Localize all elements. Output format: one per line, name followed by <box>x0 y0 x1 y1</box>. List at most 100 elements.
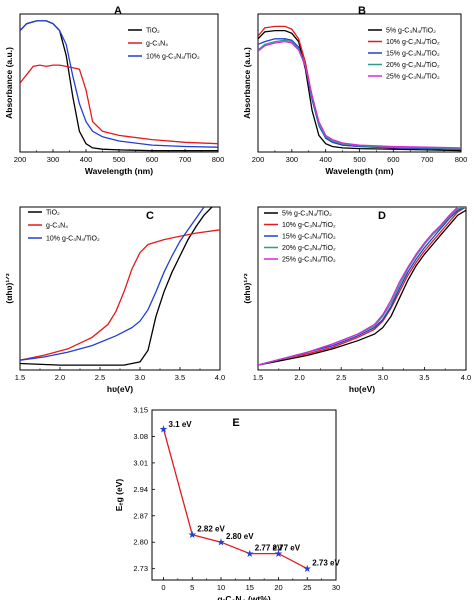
x-tick-label: 500 <box>353 155 366 164</box>
x-tick-label: 2.0 <box>55 373 65 382</box>
x-tick-label: 700 <box>179 155 192 164</box>
panel-letter: A <box>114 5 122 17</box>
series-line <box>162 428 308 570</box>
plot-frame <box>19 206 221 371</box>
legend-label: TiO₂ <box>146 28 160 35</box>
data-label: 2.82 eV <box>197 525 225 534</box>
x-tick-label: 2.5 <box>336 373 346 382</box>
x-axis-label: hʋ(eV) <box>107 384 133 394</box>
x-axis-label: hʋ(eV) <box>349 384 375 394</box>
legend-label: 10% g-C₃N₄/TiO₂ <box>46 236 100 243</box>
legend-label: 25% g-C₃N₄/TiO₂ <box>282 257 336 264</box>
y-tick-label: 2.94 <box>133 485 148 494</box>
y-tick-label: 3.15 <box>133 406 148 415</box>
data-label: 2.77 eV <box>255 544 283 553</box>
chart-panel-d: 1.5 2.0 2.5 3.0 3.5 4.0 hʋ(eV) (αhʋ)¹ᐟ² D 5% g-C₃… <box>242 206 471 394</box>
x-tick-label: 200 <box>14 155 27 164</box>
series-line <box>258 209 466 366</box>
series-line <box>258 207 466 366</box>
x-tick-label: 25 <box>303 583 311 592</box>
legend-label: g-C₃N₄ <box>46 223 68 230</box>
x-axis-label: g-C₃N₄ (wt%) <box>217 594 270 600</box>
series-line <box>20 64 218 145</box>
series-line <box>20 20 218 152</box>
x-tick-label: 3.0 <box>135 373 145 382</box>
x-tick-label: 800 <box>212 155 225 164</box>
x-tick-label: 0 <box>161 583 165 592</box>
legend-label: 5% g-C₃N₄/TiO₂ <box>386 28 436 35</box>
x-tick-label: 500 <box>113 155 126 164</box>
y-axis-label: (αhʋ)¹ᐟ² <box>242 273 252 303</box>
legend-label: 20% g-C₃N₄/TiO₂ <box>282 245 336 252</box>
data-point-marker: ★ <box>159 424 168 435</box>
x-tick-label: 10 <box>217 583 225 592</box>
data-label: 3.1 eV <box>169 420 193 429</box>
x-tick-label: 300 <box>47 155 60 164</box>
plot-frame <box>19 13 219 153</box>
data-point-marker: ★ <box>274 549 283 560</box>
panel-letter: B <box>358 5 366 17</box>
legend-label: 5% g-C₃N₄/TiO₂ <box>282 211 332 218</box>
y-axis-label: Eₑg (eV) <box>114 479 124 512</box>
x-tick-label: 1.5 <box>253 373 263 382</box>
x-tick-label: 400 <box>319 155 332 164</box>
y-tick-label: 2.87 <box>133 511 148 520</box>
x-tick-label: 30 <box>332 583 340 592</box>
series-line <box>20 207 213 366</box>
x-axis-label: Wavelength (nm) <box>85 166 153 176</box>
x-tick-label: 600 <box>387 155 400 164</box>
series-line <box>20 20 218 148</box>
series-line <box>20 207 205 361</box>
x-tick-label: 800 <box>455 155 468 164</box>
plot-frame <box>257 13 462 153</box>
y-tick-label: 3.01 <box>133 458 148 467</box>
data-point-marker: ★ <box>245 549 254 560</box>
y-axis-label: (αhʋ)¹ᐟ² <box>4 273 14 303</box>
data-point-marker: ★ <box>188 530 197 541</box>
data-label: 2.77 eV <box>273 544 301 553</box>
x-tick-label: 3.0 <box>378 373 388 382</box>
chart-panel-b: 200 300 400 500 600 700 800 Wavelength (nm) Abso… <box>242 5 467 176</box>
series-line <box>258 40 461 149</box>
x-tick-label: 5 <box>190 583 194 592</box>
data-point-marker: ★ <box>303 564 312 575</box>
x-tick-label: 700 <box>421 155 434 164</box>
legend-label: 15% g-C₃N₄/TiO₂ <box>282 234 336 241</box>
legend-label: 25% g-C₃N₄/TiO₂ <box>386 74 440 81</box>
y-tick-label: 2.80 <box>133 538 148 547</box>
data-label: 2.80 eV <box>226 532 254 541</box>
x-tick-label: 600 <box>146 155 159 164</box>
chart-panel-e: 0 5 10 15 20 25 30 2.73 2.80 2.87 2.94 3.01 3.08 3.15… <box>114 406 340 600</box>
x-tick-label: 400 <box>80 155 93 164</box>
x-tick-label: 4.0 <box>215 373 225 382</box>
series-line <box>258 207 466 366</box>
legend-label: 10% g-C₃N₄/TiO₂ <box>146 54 200 61</box>
y-tick-label: 2.73 <box>133 564 148 573</box>
x-tick-label: 3.5 <box>175 373 185 382</box>
chart-panel-a: 200 300 400 500 600 700 800 Wavelength (nm) Abso… <box>4 5 224 176</box>
series-line <box>20 229 220 361</box>
x-tick-label: 2.5 <box>95 373 105 382</box>
legend-label: 20% g-C₃N₄/TiO₂ <box>386 62 440 69</box>
plot-frame <box>151 409 337 581</box>
series-line <box>258 207 466 366</box>
x-tick-label: 20 <box>274 583 282 592</box>
data-label: 2.73 eV <box>312 559 340 568</box>
panel-letter: E <box>232 417 239 429</box>
chart-panel-c: 1.5 2.0 2.5 3.0 3.5 4.0 hʋ(eV) (αhʋ)¹ᐟ² C TiO₂ g-C… <box>4 206 225 394</box>
x-tick-label: 1.5 <box>15 373 25 382</box>
panel-letter: C <box>146 210 154 222</box>
legend-label: TiO₂ <box>46 210 60 217</box>
x-axis-label: Wavelength (nm) <box>325 166 393 176</box>
panel-letter: D <box>378 210 386 222</box>
x-tick-label: 15 <box>246 583 254 592</box>
x-tick-label: 3.5 <box>419 373 429 382</box>
x-tick-label: 300 <box>286 155 299 164</box>
y-axis-label: Absorbance (a.u.) <box>4 47 14 119</box>
legend-label: 10% g-C₃N₄/TiO₂ <box>386 39 440 46</box>
legend-label: 10% g-C₃N₄/TiO₂ <box>282 222 336 229</box>
legend-label: 15% g-C₃N₄/TiO₂ <box>386 51 440 58</box>
x-tick-label: 2.0 <box>294 373 304 382</box>
x-tick-label: 200 <box>252 155 265 164</box>
